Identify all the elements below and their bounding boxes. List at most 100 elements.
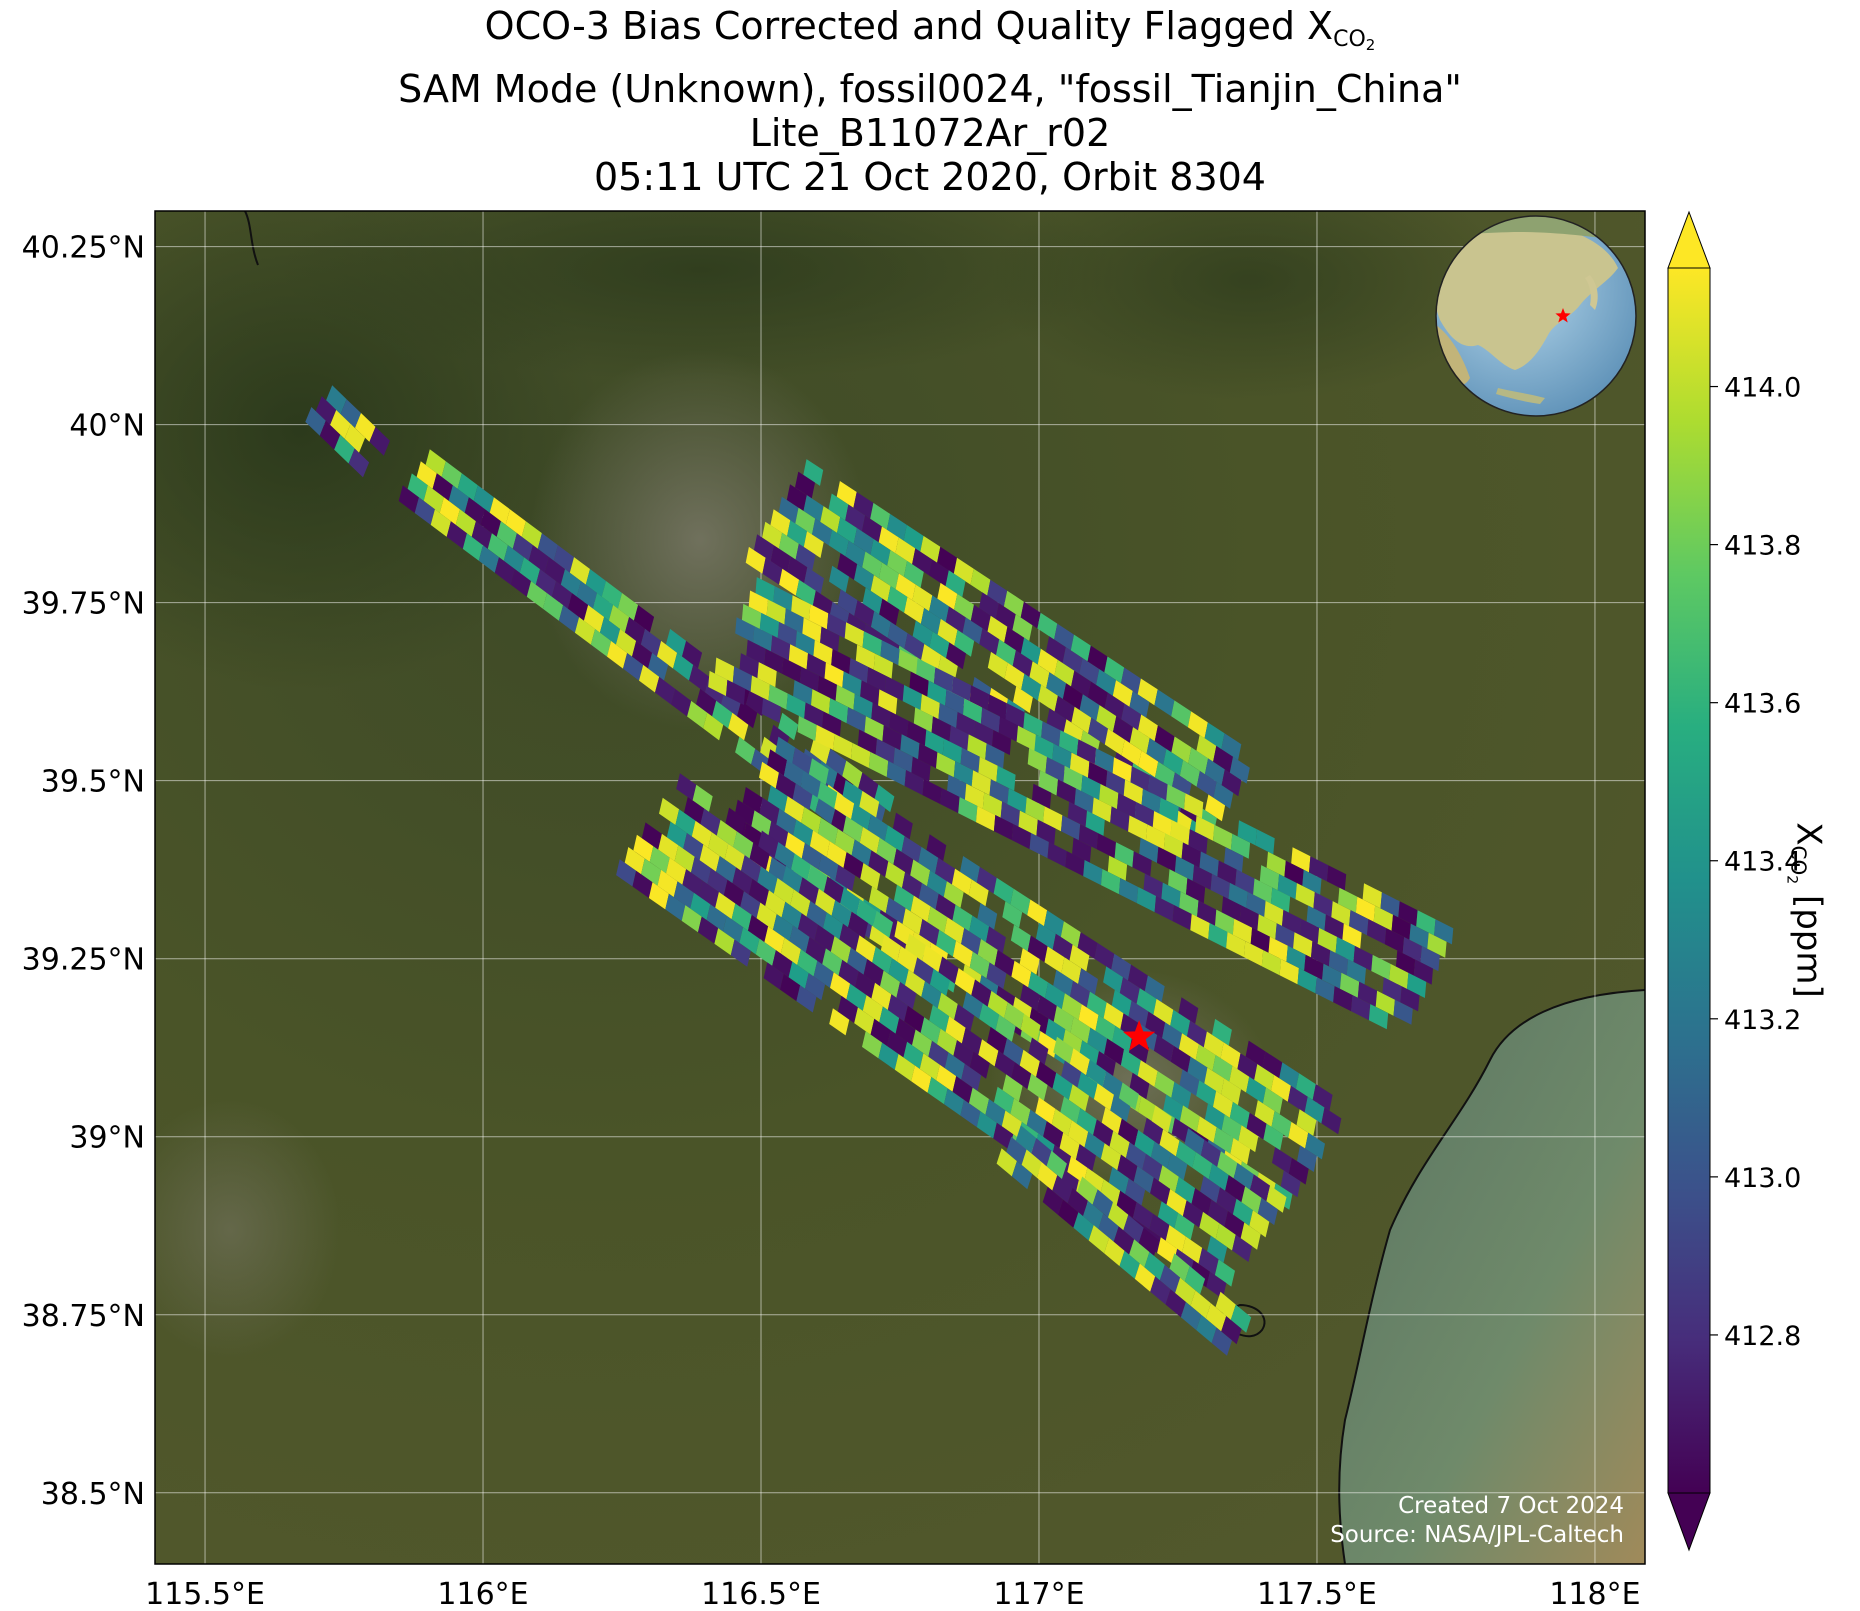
xco2-sounding <box>1088 717 1108 745</box>
xco2-sounding <box>657 869 678 898</box>
xco2-sounding <box>1199 1211 1220 1240</box>
xco2-sounding <box>1368 1004 1389 1030</box>
xco2-sounding <box>748 878 769 907</box>
xco2-sounding <box>904 597 925 624</box>
xco2-sounding <box>866 667 887 693</box>
xco2-sounding <box>1155 761 1175 789</box>
xco2-sounding <box>750 675 770 701</box>
xco2-sounding <box>783 760 804 787</box>
xco2-sounding <box>1053 1005 1074 1033</box>
xco2-sounding <box>802 617 822 643</box>
xco2-sounding <box>853 528 874 555</box>
xco2-sounding <box>684 797 705 825</box>
xco2-sounding <box>974 721 994 747</box>
xco2-sounding <box>913 707 933 733</box>
xco2-sounding <box>870 575 891 602</box>
xco2-sounding <box>1116 1190 1137 1218</box>
xco2-sounding <box>851 803 871 831</box>
xco2-sounding <box>969 1051 990 1079</box>
xco2-sounding <box>1059 730 1079 756</box>
xco2-sounding <box>954 629 975 657</box>
xco2-sounding <box>1221 769 1242 797</box>
xco2-sounding <box>682 869 703 897</box>
xco2-sounding <box>815 888 836 916</box>
xco2-sounding <box>1178 997 1199 1024</box>
xco2-sounding <box>334 434 355 464</box>
xco2-sounding <box>1144 975 1165 1003</box>
xco2-sounding <box>978 756 998 782</box>
xco2-sounding <box>995 1014 1016 1042</box>
xco2-sounding <box>795 507 816 535</box>
xco2-sounding <box>826 613 847 639</box>
xco2-sounding <box>632 641 653 669</box>
xco2-sounding <box>884 825 905 852</box>
xco2-sounding <box>926 834 947 861</box>
lat-tick-label: 38.5°N <box>41 1477 145 1512</box>
xco2-sounding <box>1175 1277 1196 1306</box>
xco2-sounding <box>1152 811 1172 837</box>
xco2-sounding <box>970 568 991 596</box>
xco2-sounding <box>761 697 781 723</box>
xco2-sounding <box>912 548 932 576</box>
xco2-sounding <box>860 680 880 706</box>
xco2-sounding <box>937 1028 957 1056</box>
xco2-sounding <box>1099 784 1119 810</box>
xco2-sounding <box>633 605 655 633</box>
xco2-sounding <box>1151 1105 1172 1133</box>
xco2-sounding <box>1263 1123 1284 1151</box>
lon-tick-label: 116°E <box>437 1577 528 1611</box>
xco2-sounding <box>873 910 893 938</box>
xco2-sounding <box>842 671 862 697</box>
xco2-sounding <box>887 622 908 649</box>
xco2-sounding <box>804 567 824 594</box>
xco2-sounding <box>641 858 662 886</box>
xco2-sounding <box>1182 1200 1203 1228</box>
xco2-sounding <box>1108 1202 1129 1231</box>
xco2-sounding <box>1083 1200 1104 1229</box>
xco2-sounding <box>398 485 419 513</box>
xco2-sounding <box>1257 914 1277 940</box>
xco2-sounding <box>1286 945 1306 971</box>
xco2-sounding <box>809 604 829 630</box>
xco2-sounding <box>1109 1130 1130 1158</box>
xco2-sounding <box>1118 1118 1139 1146</box>
xco2-sounding <box>1198 1247 1219 1276</box>
xco2-sounding <box>691 820 712 848</box>
xco2-sounding <box>1107 855 1128 881</box>
xco2-sounding <box>1119 977 1140 1004</box>
xco2-sounding <box>480 509 501 537</box>
xco2-sounding <box>1132 1202 1153 1230</box>
xco2-sounding <box>1012 614 1033 641</box>
xco2-sounding <box>952 940 973 968</box>
xco2-sounding <box>585 569 606 597</box>
xco2-sounding <box>1037 648 1058 676</box>
map-panel <box>155 211 1645 1564</box>
xco2-sounding <box>767 785 788 812</box>
xco2-sounding <box>945 689 965 715</box>
xco2-sounding <box>768 821 789 848</box>
xco2-sounding <box>1052 1175 1073 1204</box>
xco2-sounding <box>954 1004 975 1032</box>
xco2-sounding <box>1196 1080 1217 1107</box>
xco2-sounding <box>862 995 883 1023</box>
xco2-sounding <box>1128 815 1148 841</box>
xco2-sounding <box>665 893 686 921</box>
xco2-sounding <box>1036 1061 1057 1089</box>
colorbar-body <box>1667 267 1711 1494</box>
xco2-sounding <box>1171 700 1192 728</box>
lon-tick-label: 117°E <box>993 1577 1084 1611</box>
xco2-sounding <box>1171 736 1192 764</box>
xco2-sounding <box>952 904 973 932</box>
xco2-sounding <box>1045 757 1065 783</box>
xco2-sounding <box>423 485 444 513</box>
xco2-sounding <box>1007 788 1027 814</box>
xco2-sounding <box>1240 1222 1261 1250</box>
xco2-sounding <box>1092 797 1112 823</box>
xco2-sounding <box>1391 914 1411 940</box>
xco2-sounding <box>918 743 938 769</box>
xco2-sounding <box>788 644 808 670</box>
xco2-sounding <box>900 734 920 760</box>
xco2-sounding <box>1134 1263 1156 1292</box>
xco2-sounding <box>797 715 817 741</box>
xco2-sounding <box>970 604 991 632</box>
